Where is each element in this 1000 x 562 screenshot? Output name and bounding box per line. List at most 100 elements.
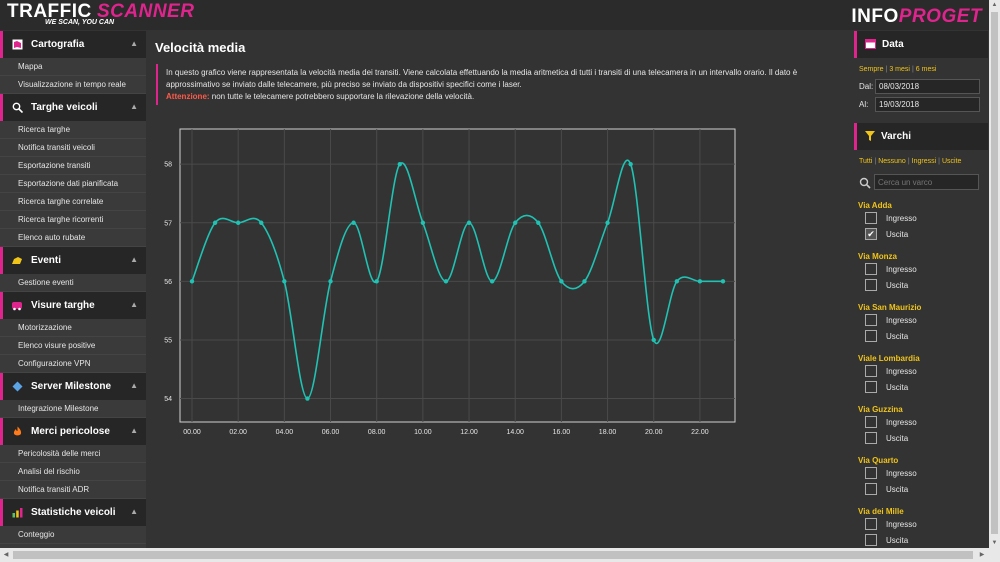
sidebar-item[interactable]: Ricerca targhe ricorrenti — [0, 211, 146, 229]
uscita-checkbox[interactable]: ✔ — [865, 228, 877, 240]
chevron-up-icon[interactable]: ▲​ — [130, 39, 138, 48]
data-point — [328, 279, 333, 284]
data-point — [697, 279, 703, 284]
sidebar-item[interactable]: Ricerca targhe — [0, 121, 146, 139]
uscita-checkbox[interactable] — [865, 483, 877, 495]
sidebar-section-statistiche-veicoli[interactable]: Statistiche veicoli ▲​ — [0, 499, 146, 526]
sidebar-item[interactable]: Visualizzazione in tempo reale — [0, 76, 146, 94]
chevron-up-icon[interactable]: ▲​ — [130, 102, 138, 111]
logo-scanner-text: SCANNER — [97, 1, 195, 22]
sidebar-item[interactable]: Ricerca targhe correlate — [0, 193, 146, 211]
uscita-label: Uscita — [886, 484, 909, 494]
uscita-checkbox[interactable] — [865, 534, 877, 546]
filter-uscite[interactable]: Uscite — [942, 158, 962, 165]
plot-area — [179, 128, 736, 423]
data-point — [513, 220, 518, 225]
preset-6-mesi[interactable]: 6 mesi — [915, 66, 937, 73]
varco-search-input[interactable] — [874, 174, 979, 190]
sidebar-item[interactable]: Mappa — [0, 58, 146, 76]
varco-name: Via Guzzina — [858, 405, 903, 414]
sidebar-item[interactable]: Motorizzazione — [0, 319, 146, 337]
chevron-up-icon[interactable]: ▲​ — [130, 300, 138, 309]
varco-name: Via San Maurizio — [858, 303, 922, 312]
ingresso-checkbox[interactable] — [865, 365, 877, 377]
ingresso-checkbox[interactable] — [865, 212, 877, 224]
scroll-down-icon[interactable]: ▼ — [991, 540, 998, 546]
preset-sempre[interactable]: Sempre — [859, 66, 884, 73]
filter-icon — [865, 128, 875, 146]
varchi-section-header[interactable]: Varchi — [854, 123, 988, 150]
vertical-scrollbar[interactable]: ▲ ▼ — [989, 0, 1000, 562]
ingresso-checkbox[interactable] — [865, 314, 877, 326]
chevron-up-icon[interactable]: ▲​ — [130, 381, 138, 390]
sidebar-section-title: Merci pericolose — [31, 426, 110, 437]
date-presets: Sempre | 3 mesi | 6 mesi — [859, 66, 937, 73]
ingresso-checkbox[interactable] — [865, 263, 877, 275]
sidebar-section-title: Statistiche veicoli — [31, 507, 116, 518]
filter-tutti[interactable]: Tutti — [859, 158, 873, 165]
x-tick-label: 08.00 — [368, 429, 386, 436]
sidebar-item[interactable]: Integrazione Milestone — [0, 400, 146, 418]
preset-3-mesi[interactable]: 3 mesi — [889, 66, 910, 73]
vertical-scroll-thumb[interactable] — [991, 12, 998, 534]
uscita-label: Uscita — [886, 433, 909, 443]
varco-group: Via Guzzina Ingresso Uscita — [854, 399, 988, 446]
sidebar-item[interactable]: Elenco visure positive — [0, 337, 146, 355]
sidebar-item[interactable]: Notifica transiti veicoli — [0, 139, 146, 157]
horizontal-scroll-thumb[interactable] — [13, 551, 973, 559]
scroll-up-icon[interactable]: ▲ — [991, 2, 998, 8]
sidebar-item[interactable]: Esportazione dati pianificata — [0, 175, 146, 193]
trafficscanner-logo[interactable]: TRAFFIC SCANNER WE SCAN, YOU CAN — [7, 0, 194, 30]
uscita-checkbox[interactable] — [865, 330, 877, 342]
date-to-field[interactable] — [875, 97, 980, 112]
bar-chart-icon — [11, 507, 23, 519]
uscita-checkbox[interactable] — [865, 279, 877, 291]
data-point — [235, 220, 241, 225]
varco-name: Via Monza — [858, 252, 897, 261]
chevron-up-icon[interactable]: ▲​ — [130, 426, 138, 435]
ingresso-checkbox[interactable] — [865, 416, 877, 428]
sidebar-item[interactable]: Elenco auto rubate — [0, 229, 146, 247]
y-tick-label: 58 — [164, 162, 172, 169]
uscita-label: Uscita — [886, 331, 909, 341]
varco-group: Via Quarto Ingresso Uscita — [854, 450, 988, 497]
sidebar-item[interactable]: Configurazione VPN — [0, 355, 146, 373]
chevron-up-icon[interactable]: ▲​ — [130, 507, 138, 516]
sidebar-section-eventi[interactable]: Eventi ▲​ — [0, 247, 146, 274]
date-from-field[interactable] — [875, 79, 980, 94]
uscita-label: Uscita — [886, 382, 909, 392]
scroll-right-icon[interactable]: ▶ — [979, 552, 985, 558]
data-point — [489, 279, 495, 284]
sidebar-item[interactable]: Pericolosità delle merci — [0, 445, 146, 463]
filter-ingressi[interactable]: Ingressi — [911, 158, 937, 165]
varco-search-row — [854, 173, 988, 191]
horizontal-scrollbar[interactable]: ◀ ▶ — [0, 548, 989, 562]
chevron-up-icon[interactable]: ▲​ — [130, 255, 138, 264]
scroll-left-icon[interactable]: ◀ — [3, 552, 9, 558]
filter-nessuno[interactable]: Nessuno — [878, 158, 906, 165]
sidebar-item[interactable]: Notifica transiti ADR — [0, 481, 146, 499]
sidebar-section-targhe-veicoli[interactable]: Targhe veicoli ▲​ — [0, 94, 146, 121]
sidebar-item[interactable]: Analisi del rischio — [0, 463, 146, 481]
uscita-checkbox[interactable] — [865, 432, 877, 444]
ingresso-checkbox[interactable] — [865, 518, 877, 530]
varco-ingresso-row: Ingresso — [858, 465, 988, 481]
varco-uscita-row: Uscita — [858, 430, 988, 446]
sidebar-item[interactable]: Esportazione transiti — [0, 157, 146, 175]
uscita-label: Uscita — [886, 229, 909, 239]
sidebar-section-server-milestone[interactable]: Server Milestone ▲​ — [0, 373, 146, 400]
ingresso-label: Ingresso — [886, 213, 917, 223]
speed-series-line — [191, 159, 723, 400]
uscita-checkbox[interactable] — [865, 381, 877, 393]
data-point — [628, 161, 633, 167]
ingresso-checkbox[interactable] — [865, 467, 877, 479]
varco-uscita-row: ✔ Uscita — [858, 226, 988, 242]
sidebar-item[interactable]: Conteggio — [0, 526, 146, 544]
sidebar-section-visure-targhe[interactable]: Visure targhe ▲​ — [0, 292, 146, 319]
right-panel: Data Sempre|3 mesi|6 mesi Dal: Al: Varch… — [854, 31, 988, 548]
sidebar-section-cartografia[interactable]: Cartografia ▲​ — [0, 31, 146, 58]
info-box: In questo grafico viene rappresentata la… — [156, 64, 846, 105]
date-section-header[interactable]: Data — [854, 31, 988, 58]
sidebar-item[interactable]: Gestione eventi — [0, 274, 146, 292]
sidebar-section-merci-pericolose[interactable]: Merci pericolose ▲​ — [0, 418, 146, 445]
